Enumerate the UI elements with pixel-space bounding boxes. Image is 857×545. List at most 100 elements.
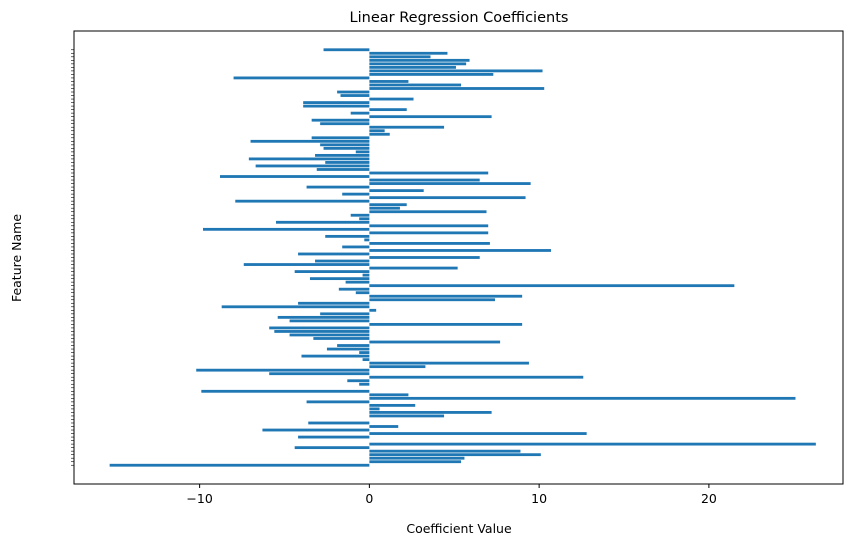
bar	[337, 344, 370, 347]
bar	[369, 425, 399, 428]
bar	[298, 301, 370, 305]
bar	[196, 368, 370, 372]
bar	[369, 456, 465, 460]
bar	[313, 337, 370, 340]
bar	[369, 182, 531, 185]
x-tick-label: −10	[186, 491, 212, 506]
bar	[369, 189, 424, 193]
bar	[369, 460, 462, 464]
chart-title: Linear Regression Coefficients	[350, 10, 569, 26]
bar	[323, 146, 370, 150]
bar	[369, 449, 521, 453]
bar	[369, 108, 407, 112]
bar	[364, 238, 370, 242]
bar	[369, 407, 380, 411]
bar	[369, 432, 587, 435]
bar	[369, 411, 492, 414]
bar	[323, 48, 370, 52]
bar	[326, 347, 370, 351]
bar	[369, 322, 523, 326]
bar	[342, 245, 370, 249]
bar	[325, 234, 370, 238]
bar	[369, 115, 492, 119]
bar	[369, 375, 584, 379]
bar	[294, 446, 370, 450]
bar	[320, 122, 370, 126]
bar	[294, 270, 370, 273]
bar	[369, 308, 377, 312]
bar	[369, 396, 796, 400]
bar	[289, 319, 370, 323]
bar	[262, 428, 370, 432]
bar	[369, 256, 480, 259]
bar	[315, 259, 370, 263]
bar	[369, 284, 735, 288]
bar	[320, 312, 370, 316]
bar	[350, 213, 370, 217]
bar	[369, 58, 470, 62]
x-tick-label: 10	[531, 491, 547, 506]
bar	[316, 168, 370, 171]
bar	[369, 65, 456, 69]
bar	[369, 80, 409, 83]
bar	[369, 266, 458, 270]
bar	[201, 389, 370, 393]
bar	[301, 354, 370, 358]
x-axis-ticks: −10 0 10 20	[186, 484, 717, 506]
bar	[309, 277, 370, 281]
bar	[369, 340, 501, 344]
bars-group	[109, 48, 816, 467]
bar	[269, 326, 370, 330]
bar	[303, 101, 370, 104]
x-tick-label: 0	[365, 491, 373, 506]
y-axis-label: Feature Name	[9, 214, 24, 302]
bar	[369, 125, 445, 129]
bar	[235, 199, 370, 203]
bar	[340, 94, 370, 97]
x-axis-label: Coefficient Value	[406, 521, 512, 536]
bar	[369, 231, 489, 235]
bar	[338, 287, 370, 291]
bar	[320, 143, 370, 147]
bar	[369, 453, 541, 457]
bar	[369, 87, 545, 90]
bar	[277, 315, 370, 319]
bar	[369, 62, 467, 66]
bar	[369, 83, 462, 87]
bar	[369, 129, 385, 133]
bar	[369, 203, 407, 207]
bar	[355, 150, 370, 154]
y-axis-ticks	[71, 49, 74, 466]
bar	[369, 298, 495, 302]
bar	[369, 51, 448, 55]
bar	[369, 171, 489, 175]
bar	[369, 210, 487, 214]
bar	[369, 178, 480, 182]
bar	[306, 185, 370, 189]
bar	[298, 435, 370, 439]
bar	[221, 305, 370, 309]
bar	[359, 382, 370, 386]
bar	[369, 393, 409, 397]
bar	[345, 280, 370, 284]
bar	[369, 97, 414, 101]
bar	[337, 90, 370, 94]
bar	[369, 132, 390, 136]
bar	[369, 361, 529, 365]
bar	[276, 220, 370, 224]
bar	[269, 372, 370, 376]
bar	[289, 333, 370, 337]
bar	[203, 227, 370, 231]
bar	[369, 242, 490, 245]
bar	[362, 358, 370, 362]
bar	[369, 365, 426, 369]
bar	[347, 379, 370, 383]
bar	[303, 104, 370, 108]
bar	[311, 118, 370, 122]
bar	[369, 294, 523, 298]
bar	[369, 196, 526, 200]
bar	[369, 69, 543, 73]
bar	[298, 252, 370, 256]
bar	[248, 157, 370, 161]
